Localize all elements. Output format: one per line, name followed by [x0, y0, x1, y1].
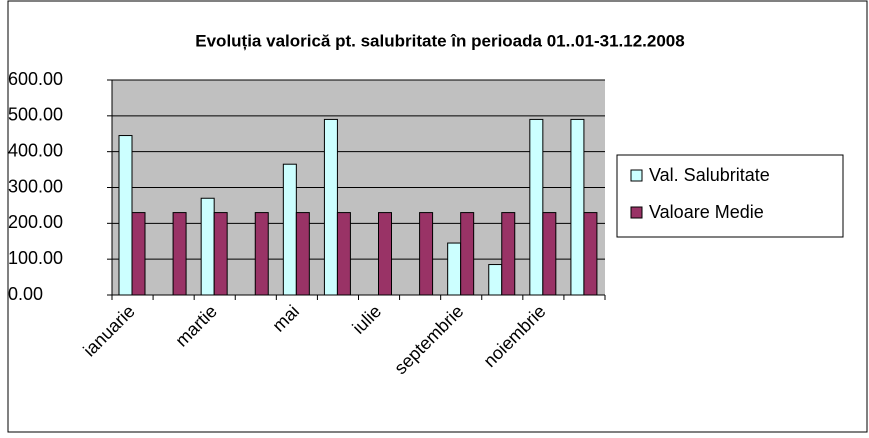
bar: [172, 212, 187, 296]
bar: [570, 118, 585, 296]
bar: [419, 212, 434, 296]
legend-label: Val. Salubritate: [649, 165, 770, 185]
legend-swatch: [630, 206, 643, 219]
bar: [336, 212, 351, 296]
bar: [213, 212, 228, 296]
bar: [131, 212, 146, 296]
bar: [583, 212, 598, 296]
y-tick-label: 100.00: [8, 248, 63, 268]
legend-label: Valoare Medie: [649, 202, 764, 222]
bar: [447, 242, 462, 296]
bar: [200, 197, 215, 296]
y-tick-label: 400.00: [8, 140, 63, 160]
bar: [295, 212, 310, 296]
bar: [501, 212, 516, 296]
y-tick-label: 500.00: [8, 105, 63, 125]
bar: [378, 212, 392, 296]
bar: [542, 212, 557, 296]
bar: [282, 163, 297, 296]
bar: [460, 212, 475, 296]
bar: [254, 212, 269, 296]
legend-swatch: [630, 169, 643, 182]
chart-title: Evoluția valorică pt. salubritate în per…: [195, 31, 684, 50]
y-tick-label: 0.00: [8, 284, 43, 304]
bar: [118, 135, 133, 296]
y-tick-label: 200.00: [8, 212, 63, 232]
y-tick-label: 300.00: [8, 176, 63, 196]
bar: [323, 118, 338, 296]
bar: [529, 118, 544, 296]
legend: [616, 154, 844, 238]
bar: [488, 264, 503, 296]
y-tick-label: 600.00: [8, 69, 63, 89]
